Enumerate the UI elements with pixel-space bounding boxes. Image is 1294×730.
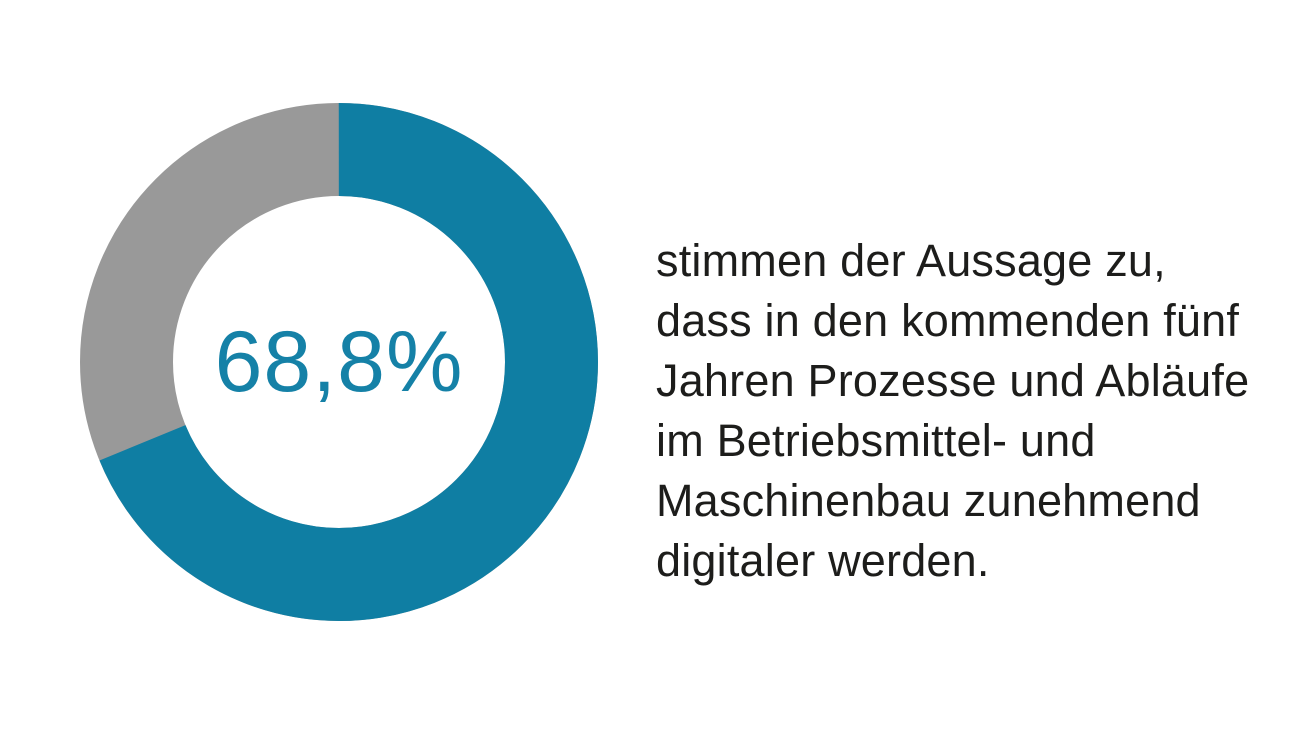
donut-segment-zustimmung <box>80 103 598 621</box>
donut-ring <box>80 103 598 621</box>
donut-hole: 68,8% <box>174 197 504 527</box>
donut-chart: 68,8% <box>80 103 598 621</box>
donut-center-label: 68,8% <box>214 314 464 410</box>
chart-caption: stimmen der Aussage zu, dass in den komm… <box>656 235 1250 586</box>
